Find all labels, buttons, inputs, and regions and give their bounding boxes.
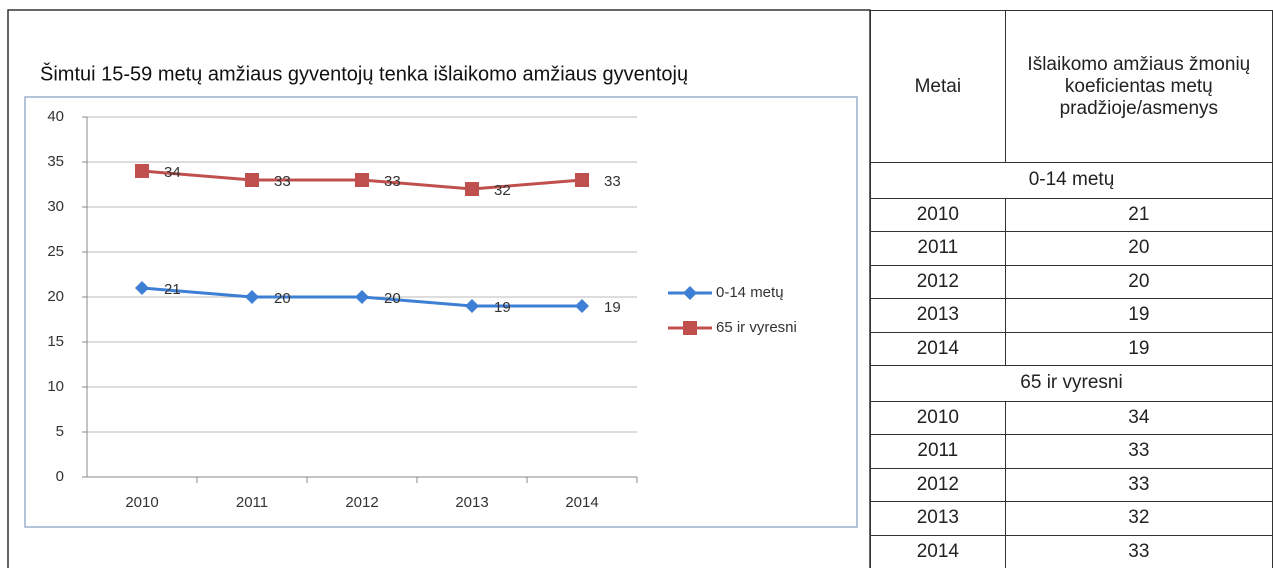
table-row: 2010 21 xyxy=(870,197,1273,232)
table-row: 2013 32 xyxy=(870,501,1273,536)
table-cell: 33 xyxy=(1004,467,1273,502)
table-cell: 33 xyxy=(1004,534,1273,568)
table-cell: 2012 xyxy=(870,467,1006,502)
table-cell: 19 xyxy=(1004,298,1273,333)
x-tick-label: 2010 xyxy=(125,494,158,511)
table-cell: 2014 xyxy=(870,534,1006,568)
data-point xyxy=(575,299,589,313)
legend-label: 0-14 metų xyxy=(716,284,784,301)
data-label: 33 xyxy=(384,173,401,190)
data-label: 33 xyxy=(604,173,621,190)
data-point xyxy=(465,299,479,313)
table-row: 65 ir vyresni xyxy=(870,365,1273,402)
table-row: 2012 20 xyxy=(870,264,1273,299)
table-row: 2010 34 xyxy=(870,400,1273,435)
data-point xyxy=(355,290,369,304)
data-point xyxy=(245,290,259,304)
data-label: 19 xyxy=(494,299,511,316)
y-tick-label: 40 xyxy=(47,108,64,125)
table-cell: 20 xyxy=(1004,264,1273,299)
x-tick-label: 2012 xyxy=(345,494,378,511)
data-label: 34 xyxy=(164,164,181,181)
table-row: 2013 19 xyxy=(870,298,1273,333)
table-cell: 34 xyxy=(1004,400,1273,435)
table-row: Metai Išlaikomo amžiaus žmonių koeficient… xyxy=(870,10,1273,163)
table-cell: 2011 xyxy=(870,231,1006,266)
table-cell: 2010 xyxy=(870,400,1006,435)
data-label: 32 xyxy=(494,182,511,199)
table-cell: Metai xyxy=(870,10,1006,163)
data-point xyxy=(465,182,479,196)
table-cell: 21 xyxy=(1004,197,1273,232)
data-label: 19 xyxy=(604,299,621,316)
data-label: 20 xyxy=(384,290,401,307)
data-label: 20 xyxy=(274,290,291,307)
legend-marker xyxy=(683,286,697,300)
table-row: 2014 33 xyxy=(870,534,1273,568)
table-row: 2014 19 xyxy=(870,331,1273,366)
table-cell: 20 xyxy=(1004,231,1273,266)
table-cell: 2012 xyxy=(870,264,1006,299)
y-tick-label: 10 xyxy=(47,378,64,395)
table-row: 2011 20 xyxy=(870,231,1273,266)
table-cell: 2013 xyxy=(870,501,1006,536)
y-tick-label: 20 xyxy=(47,288,64,305)
y-tick-label: 0 xyxy=(56,468,64,485)
table-row: 2012 33 xyxy=(870,467,1273,502)
y-tick-label: 5 xyxy=(56,423,64,440)
table-cell: 0-14 metų xyxy=(870,162,1273,199)
x-tick-label: 2013 xyxy=(455,494,488,511)
table-cell: 19 xyxy=(1004,331,1273,366)
data-label: 21 xyxy=(164,281,181,298)
table-row: 2011 33 xyxy=(870,434,1273,469)
table-cell: 2011 xyxy=(870,434,1006,469)
table-cell: 2014 xyxy=(870,331,1006,366)
y-tick-label: 30 xyxy=(47,198,64,215)
data-point xyxy=(135,281,149,295)
legend-marker xyxy=(683,321,697,335)
y-tick-label: 15 xyxy=(47,333,64,350)
plot-frame xyxy=(24,96,858,528)
x-tick-label: 2011 xyxy=(236,494,268,511)
y-tick-label: 35 xyxy=(47,153,64,170)
table-cell: 2013 xyxy=(870,298,1006,333)
table-cell: 32 xyxy=(1004,501,1273,536)
data-point xyxy=(245,173,259,187)
data-point xyxy=(355,173,369,187)
data-table: Metai Išlaikomo amžiaus žmonių koeficient… xyxy=(870,10,1273,568)
table-cell: 33 xyxy=(1004,434,1273,469)
table-cell: Išlaikomo amžiaus žmonių koeficientas me… xyxy=(1004,10,1273,163)
table-row: 0-14 metų xyxy=(870,162,1273,199)
data-point xyxy=(575,173,589,187)
legend-label: 65 ir vyresni xyxy=(716,319,797,336)
chart-title: Šimtui 15-59 metų amžiaus gyventojų tenk… xyxy=(40,62,688,85)
data-point xyxy=(135,164,149,178)
data-label: 33 xyxy=(274,173,291,190)
y-tick-label: 25 xyxy=(47,243,64,260)
x-tick-label: 2014 xyxy=(565,494,598,511)
table-cell: 65 ir vyresni xyxy=(870,365,1273,402)
table-cell: 2010 xyxy=(870,197,1006,232)
